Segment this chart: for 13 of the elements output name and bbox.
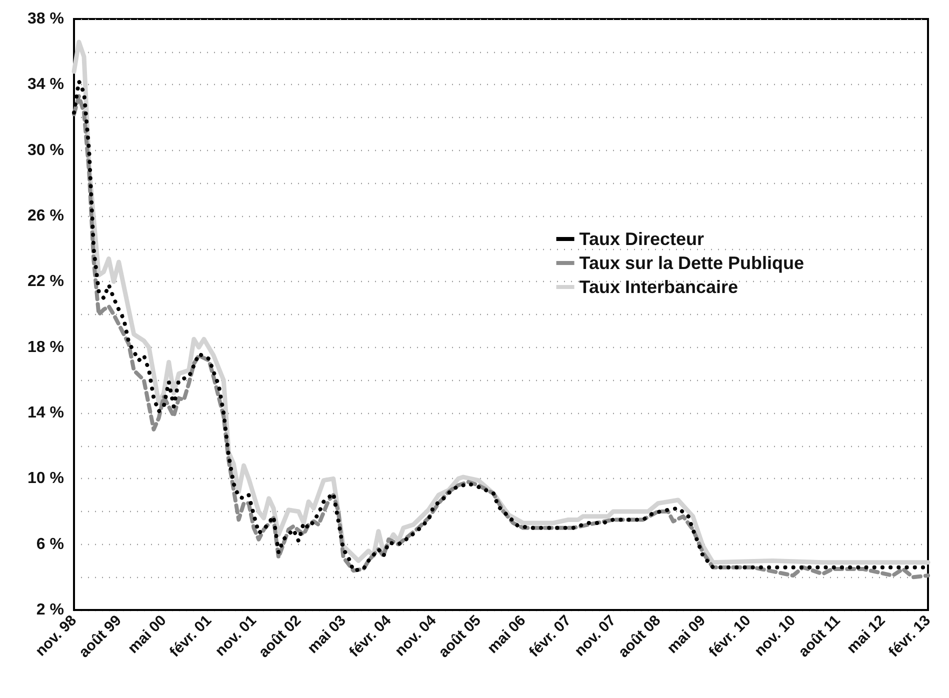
y-tick-label: 26 % (28, 208, 64, 224)
legend-label: Taux Interbancaire (579, 277, 738, 297)
y-tick-label: 22 % (28, 273, 64, 290)
y-tick-label: 2 % (36, 602, 64, 618)
y-tick-label: 10 % (28, 470, 64, 488)
y-tick-label: 34 % (28, 76, 64, 94)
y-tick-label: 6 % (36, 536, 64, 553)
y-tick-label: 38 % (28, 10, 64, 28)
y-tick-label: 18 % (28, 338, 64, 356)
y-tick-label: 14 % (28, 404, 64, 422)
legend-label: Taux Directeur (579, 229, 704, 249)
legend-label: Taux sur la Dette Publique (579, 253, 804, 273)
y-tick-label: 30 % (28, 142, 64, 159)
